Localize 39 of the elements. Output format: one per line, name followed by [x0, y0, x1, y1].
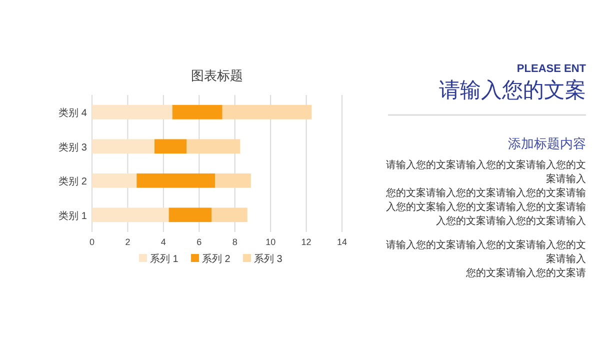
- x-tick-label: 12: [301, 237, 312, 247]
- bar: [212, 208, 248, 222]
- x-tick-label: 10: [266, 237, 276, 247]
- bar: [154, 139, 187, 154]
- bar: [186, 139, 240, 154]
- y-tick-label: 类别 3: [58, 141, 88, 154]
- text: 请输入您的文案: [439, 78, 586, 102]
- legend-label: 系列 1: [150, 253, 179, 265]
- legend-label: 系列 2: [202, 253, 231, 265]
- bar: [92, 208, 169, 222]
- bar: [92, 139, 154, 154]
- bar: [136, 173, 216, 188]
- text: 入您的文案请输入您的文案请输入: [436, 215, 586, 227]
- text: 添加标题内容: [508, 136, 586, 151]
- x-tick-label: 2: [125, 237, 130, 247]
- bar: [222, 104, 312, 120]
- bar: [172, 104, 222, 120]
- bar: [168, 208, 212, 222]
- text: 案请输入: [546, 173, 586, 185]
- text: 您的文案请输入您的文案请: [465, 267, 586, 279]
- y-tick-label: 类别 4: [58, 107, 88, 120]
- text: 请输入您的文案请输入您的文案请输入您的文: [386, 159, 586, 171]
- x-tick-label: 0: [89, 237, 95, 247]
- text: 请输入您的文案请输入您的文案请输入您的文: [386, 239, 586, 251]
- y-tick-label: 类别 1: [58, 210, 88, 222]
- bar: [92, 104, 172, 120]
- text: 案请输入: [546, 253, 586, 265]
- chart-title: 图表标题: [191, 68, 243, 83]
- legend-label: 系列 3: [254, 253, 283, 265]
- y-tick-label: 类别 2: [58, 176, 88, 188]
- text: 您的文案请输入您的文案请输入您的文案请输: [385, 187, 586, 199]
- bar: [215, 173, 251, 188]
- x-tick-label: 8: [232, 237, 238, 247]
- text: 入您的文案输入您的文案请输入您的文案请输: [386, 201, 586, 213]
- x-tick-label: 4: [160, 237, 166, 247]
- bar: [92, 173, 137, 188]
- x-tick-label: 14: [336, 237, 348, 247]
- text: PLEASE ENT: [516, 63, 586, 75]
- x-tick-label: 6: [196, 237, 202, 247]
